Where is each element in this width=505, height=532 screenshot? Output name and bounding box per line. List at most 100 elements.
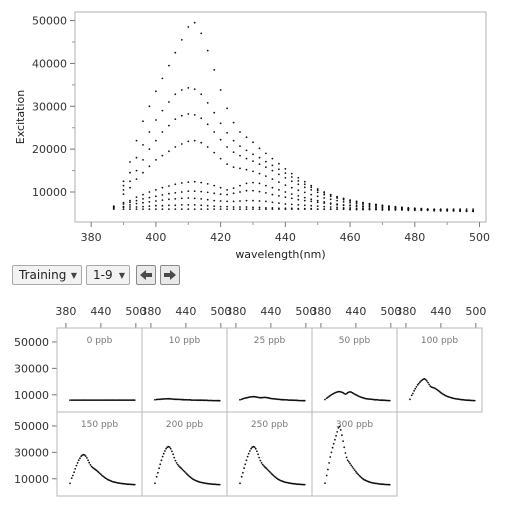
top-x-tick-label: 500: [380, 305, 401, 318]
data-point: [278, 195, 280, 197]
x-tick-label: 380: [81, 231, 102, 244]
data-point: [303, 207, 306, 210]
data-point: [341, 434, 343, 437]
data-point: [362, 203, 364, 206]
data-point: [401, 206, 403, 209]
data-point: [253, 446, 256, 448]
data-point: [187, 197, 190, 199]
data-point: [336, 203, 338, 205]
y-tick-label: 10000: [32, 186, 67, 199]
dataset-select-value: Training: [19, 268, 67, 282]
data-point: [187, 113, 190, 115]
data-point: [206, 123, 209, 126]
dataset-select[interactable]: Training ▼: [12, 265, 82, 285]
data-point: [84, 455, 87, 457]
data-point: [267, 469, 270, 472]
data-point: [278, 189, 280, 191]
top-x-tick-label: 440: [90, 305, 111, 318]
top-x-tick-label: 500: [125, 305, 146, 318]
data-point: [206, 208, 209, 211]
data-point: [206, 191, 209, 194]
top-x-tick-label: 380: [310, 305, 331, 318]
data-point: [189, 476, 192, 479]
data-point: [165, 447, 168, 450]
data-point: [303, 483, 306, 486]
data-point: [316, 205, 319, 208]
data-point: [265, 160, 267, 163]
data-point: [142, 171, 144, 174]
data-point: [206, 198, 209, 201]
data-point: [79, 457, 81, 460]
data-point: [187, 190, 190, 193]
data-point: [278, 168, 280, 171]
data-point: [129, 186, 131, 189]
data-point: [155, 208, 157, 211]
data-point: [265, 200, 267, 203]
data-point: [90, 465, 93, 468]
data-point: [303, 191, 306, 194]
data-point: [342, 204, 345, 206]
next-button[interactable]: [160, 265, 180, 285]
data-point: [176, 463, 179, 466]
data-point: [349, 201, 351, 204]
data-point: [303, 199, 306, 202]
data-point: [290, 203, 293, 206]
data-point: [349, 462, 351, 465]
data-point: [252, 181, 254, 184]
top-x-tick-label: 500: [465, 305, 486, 318]
data-point: [368, 204, 371, 207]
data-point: [168, 185, 170, 187]
data-point: [69, 399, 71, 401]
data-point: [329, 202, 332, 205]
data-point: [180, 191, 183, 193]
data-point: [323, 193, 326, 196]
data-point: [183, 470, 186, 473]
data-point: [329, 195, 332, 198]
data-point: [174, 146, 177, 148]
data-point: [271, 157, 274, 160]
previous-button[interactable]: [136, 265, 156, 285]
data-point: [88, 461, 91, 464]
data-point: [316, 188, 319, 190]
x-axis-title: wavelength(nm): [235, 248, 325, 261]
data-point: [98, 472, 101, 475]
data-point: [343, 446, 346, 449]
data-point: [271, 178, 274, 181]
data-point: [349, 199, 351, 202]
data-point: [342, 197, 345, 200]
data-point: [155, 189, 157, 191]
data-point: [452, 208, 455, 211]
data-point: [362, 208, 364, 211]
data-point: [284, 203, 287, 205]
data-point: [173, 456, 176, 459]
top-x-tick-label: 440: [345, 305, 366, 318]
data-point: [278, 162, 280, 165]
data-point: [252, 160, 254, 163]
data-point: [175, 462, 178, 464]
data-point: [232, 187, 235, 190]
data-point: [290, 180, 293, 183]
data-point: [168, 124, 170, 127]
data-point: [323, 191, 326, 193]
top-x-tick-label: 440: [430, 305, 451, 318]
data-point: [258, 156, 261, 159]
panel: 10 ppb: [141, 327, 228, 413]
data-point: [297, 207, 300, 210]
data-point: [161, 199, 164, 202]
data-point: [226, 163, 229, 166]
data-point: [359, 475, 362, 478]
data-point: [148, 201, 151, 203]
data-point: [472, 208, 474, 211]
data-point: [265, 175, 267, 178]
chevron-down-icon: ▼: [70, 270, 77, 280]
data-point: [337, 427, 340, 429]
data-point: [219, 89, 222, 91]
data-point: [356, 472, 358, 474]
data-point: [427, 381, 429, 384]
data-point: [213, 208, 216, 211]
data-point: [155, 139, 157, 142]
data-point: [258, 147, 261, 150]
data-point: [246, 455, 249, 458]
data-point: [135, 202, 138, 205]
range-select[interactable]: 1-9 ▼: [86, 265, 130, 285]
